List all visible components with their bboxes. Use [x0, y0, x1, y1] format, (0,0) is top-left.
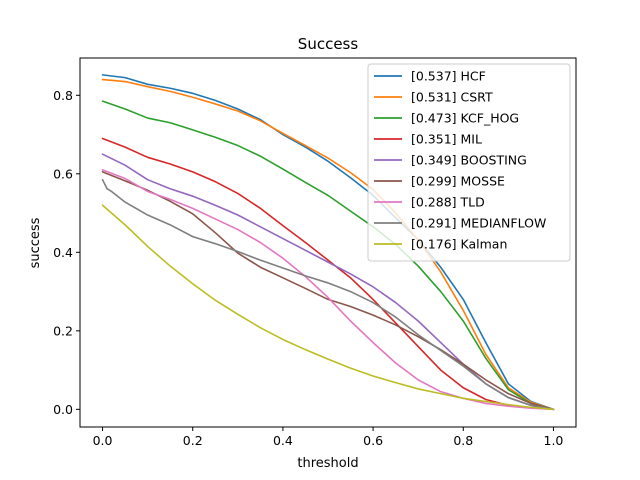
series-line-2	[101, 78, 555, 411]
series-layer	[101, 74, 555, 411]
chart-title: Success	[298, 35, 359, 53]
axes-layer: 0.0 0.2 0.4 0.6 0.8 1.0 0.0 0.2 0.4 0.6 0.8	[53, 57, 577, 448]
x-tick-label: 0.6	[363, 433, 383, 448]
y-tick-label: 0.0	[53, 402, 73, 417]
y-tick-label: 0.2	[53, 323, 73, 338]
legend-label-9: [0.176] Kalman	[411, 237, 507, 252]
x-tick-label: 0.4	[273, 433, 293, 448]
series-line-4	[101, 137, 555, 411]
legend-label-3: [0.473] KCF_HOG	[411, 111, 519, 126]
legend-label-2: [0.531] CSRT	[411, 90, 493, 105]
plot-frame	[79, 57, 577, 428]
legend: [0.537] HCF [0.531] CSRT [0.473] KCF_HOG [0…	[367, 63, 571, 262]
legend-label-8: [0.291] MEDIANFLOW	[411, 216, 546, 231]
y-tick-label: 0.4	[53, 245, 73, 260]
legend-label-1: [0.537] HCF	[411, 69, 486, 84]
legend-label-6: [0.299] MOSSE	[411, 174, 505, 189]
series-line-3	[101, 100, 555, 411]
y-tick-label: 0.6	[53, 166, 73, 181]
x-tick-label: 0.8	[453, 433, 473, 448]
legend-box	[367, 63, 571, 262]
series-line-1	[101, 74, 555, 411]
x-tick-label: 0.2	[183, 433, 203, 448]
y-axis-title: success	[28, 217, 43, 268]
series-line-8	[101, 178, 555, 411]
x-tick-label: 1.0	[544, 433, 564, 448]
y-tick-label: 0.8	[53, 88, 73, 103]
x-tick-label: 0.0	[93, 433, 113, 448]
legend-label-7: [0.288] TLD	[411, 195, 485, 210]
series-line-6	[101, 171, 555, 411]
x-axis-title: threshold	[297, 456, 358, 471]
legend-label-5: [0.349] BOOSTING	[411, 153, 527, 168]
series-line-9	[101, 204, 555, 411]
series-line-7	[101, 169, 555, 411]
legend-label-4: [0.351] MIL	[411, 132, 482, 147]
